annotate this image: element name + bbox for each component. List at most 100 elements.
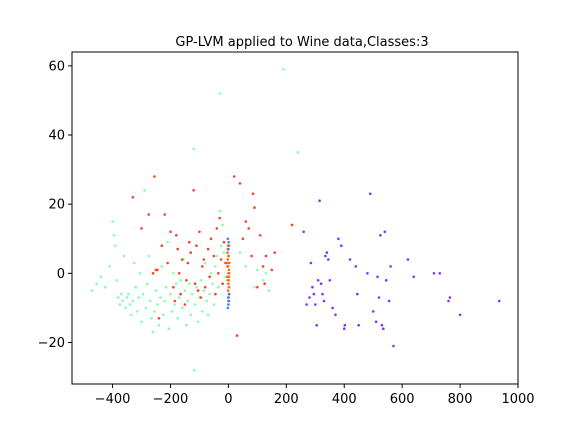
data-point-s0-14: [124, 306, 127, 310]
data-point-s0-52: [179, 279, 182, 282]
data-point-s0-35: [154, 289, 158, 292]
data-point-s1-15: [176, 247, 179, 251]
data-point-s0-19: [131, 299, 135, 303]
data-point-s0-39: [160, 265, 164, 268]
data-point-s1-51: [250, 254, 253, 258]
data-point-s1-30: [201, 265, 204, 268]
data-point-s0-0: [91, 289, 94, 292]
data-point-s3-21: [226, 265, 229, 268]
data-point-s0-81: [219, 92, 222, 95]
x-tick-label: 1000: [501, 392, 534, 407]
data-point-s0-72: [206, 313, 210, 317]
data-point-s0-27: [143, 189, 146, 192]
data-point-s2-23: [348, 258, 352, 261]
data-point-s1-52: [251, 192, 255, 196]
data-point-s1-58: [264, 254, 268, 258]
data-point-s1-19: [183, 303, 187, 306]
data-point-s2-1: [305, 303, 308, 306]
data-point-s1-36: [212, 254, 216, 258]
plot-frame: [71, 51, 519, 385]
data-point-s1-8: [160, 244, 164, 247]
data-point-s0-55: [183, 289, 187, 292]
data-point-s2-2: [308, 296, 311, 299]
data-point-s2-12: [322, 299, 326, 303]
data-point-s2-41: [406, 258, 410, 261]
data-point-s0-36: [156, 303, 159, 306]
data-point-s2-36: [383, 230, 387, 234]
data-point-s4-0: [226, 306, 230, 310]
data-point-s0-47: [172, 272, 175, 275]
data-point-s0-28: [144, 306, 148, 310]
data-point-s1-13: [173, 299, 177, 303]
data-point-s1-40: [218, 216, 221, 220]
data-point-s2-44: [438, 272, 442, 275]
data-point-s0-37: [157, 323, 161, 327]
data-point-s2-30: [374, 320, 378, 324]
data-point-s1-55: [258, 234, 262, 237]
data-point-s1-11: [169, 230, 172, 234]
data-point-s2-7: [315, 323, 319, 327]
data-point-s2-14: [325, 251, 329, 254]
data-point-s1-7: [157, 317, 161, 320]
data-point-s1-18: [180, 258, 184, 261]
data-point-s3-17: [227, 254, 230, 258]
x-tick-label: 200: [274, 392, 299, 407]
x-tick-label: −200: [153, 392, 189, 407]
data-point-s0-6: [112, 234, 116, 237]
data-point-s1-54: [256, 285, 259, 289]
data-point-s1-2: [147, 213, 150, 216]
data-point-s2-38: [387, 299, 391, 303]
data-point-s3-12: [226, 289, 230, 292]
x-tick-label: 800: [448, 392, 473, 407]
data-point-s0-8: [115, 279, 119, 282]
data-point-s2-3: [309, 261, 313, 265]
data-point-s0-29: [146, 282, 149, 286]
data-point-s0-93: [267, 289, 271, 292]
data-point-s3-5: [227, 285, 231, 289]
data-point-s3-14: [227, 282, 230, 286]
data-point-s0-13: [122, 254, 126, 258]
data-point-s0-2: [99, 275, 103, 279]
data-point-s1-9: [163, 213, 166, 216]
data-point-s1-48: [241, 237, 245, 241]
data-point-s1-26: [195, 244, 198, 247]
data-point-s2-48: [497, 299, 501, 303]
data-point-s0-88: [244, 265, 248, 268]
data-point-s1-1: [140, 227, 143, 230]
data-point-s0-77: [214, 265, 217, 268]
data-point-s0-75: [211, 282, 214, 286]
data-point-s1-43: [222, 240, 226, 244]
data-point-s1-32: [203, 285, 207, 289]
data-point-s0-73: [208, 292, 211, 296]
data-point-s1-0: [131, 196, 135, 199]
data-point-s2-22: [343, 323, 347, 327]
data-point-s0-57: [186, 299, 190, 303]
data-point-s0-11: [119, 292, 123, 296]
data-point-s2-42: [412, 275, 416, 279]
y-tick-label: 20: [48, 198, 65, 213]
data-point-s1-42: [221, 282, 224, 286]
data-point-s2-17: [331, 306, 334, 310]
data-point-s0-38: [159, 296, 162, 299]
data-point-s0-68: [201, 310, 204, 313]
data-point-s2-25: [356, 292, 359, 296]
data-point-s1-56: [261, 265, 265, 268]
data-point-s2-47: [458, 313, 462, 317]
data-point-s0-64: [195, 285, 198, 289]
data-point-s2-20: [340, 244, 343, 247]
data-point-s3-1: [226, 258, 230, 261]
data-point-s0-85: [224, 275, 227, 279]
data-point-s1-41: [219, 258, 223, 261]
data-point-s0-40: [161, 313, 165, 317]
data-point-s0-44: [167, 327, 171, 331]
data-point-s1-10: [166, 261, 169, 265]
data-point-s0-24: [138, 272, 142, 275]
data-point-s0-26: [141, 292, 145, 296]
data-point-s0-22: [135, 310, 139, 313]
data-point-s1-20: [185, 279, 188, 282]
data-point-s0-32: [150, 317, 153, 320]
data-point-s1-37: [214, 292, 217, 296]
data-point-s0-7: [114, 244, 117, 247]
